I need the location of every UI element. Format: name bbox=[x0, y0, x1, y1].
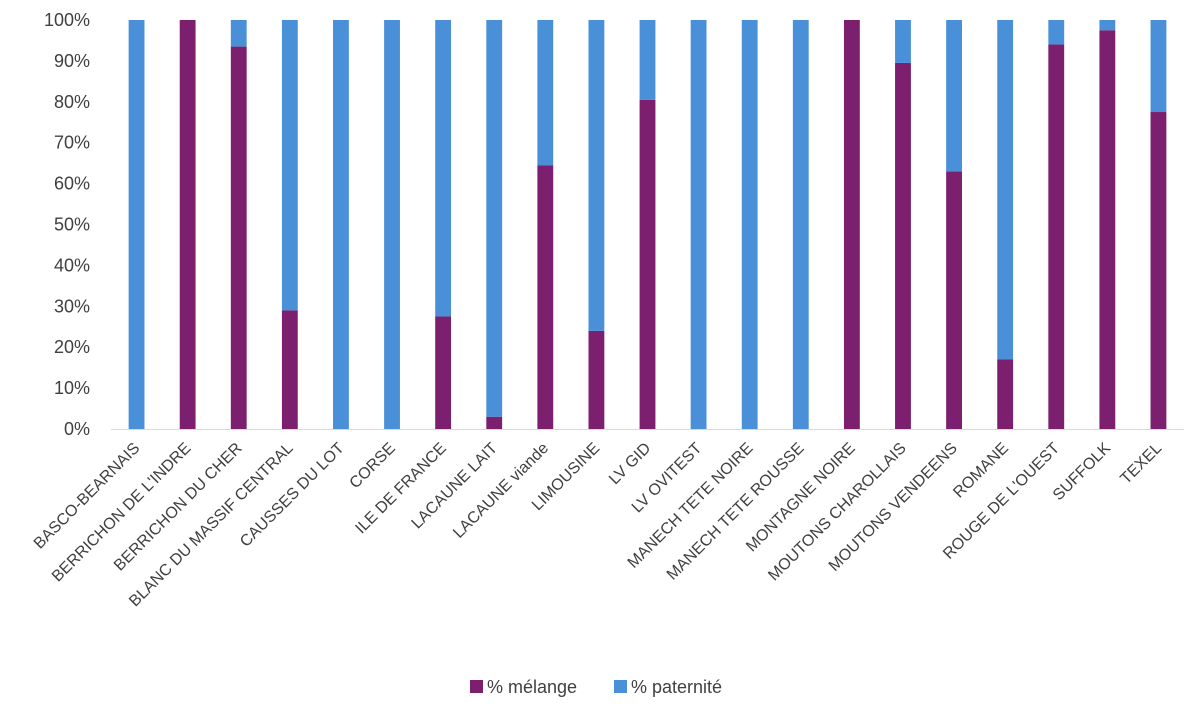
bar-segment-paternite bbox=[230, 20, 247, 47]
bar-segment-melange bbox=[1048, 44, 1065, 429]
y-axis: 0% 10% 20% 30% 40% 50% 60% 70% 80% 90% 100% bbox=[44, 10, 90, 439]
legend-swatch bbox=[470, 680, 483, 693]
bar-segment-melange bbox=[1150, 112, 1167, 430]
y-tick-label: 0% bbox=[64, 419, 90, 439]
bar-segment-melange bbox=[537, 165, 554, 429]
bar-segment-paternite bbox=[997, 20, 1014, 360]
bar-segment-melange bbox=[281, 310, 298, 429]
y-tick-label: 60% bbox=[54, 174, 90, 194]
x-tick-label: CORSE bbox=[347, 440, 399, 492]
y-tick-label: 20% bbox=[54, 337, 90, 357]
bar-segment-melange bbox=[639, 99, 656, 429]
bar-segment-melange bbox=[486, 416, 503, 429]
bar-segment-paternite bbox=[486, 20, 503, 417]
bar-segment-melange bbox=[843, 20, 860, 429]
x-tick-label: TEXEL bbox=[1117, 440, 1165, 488]
bar-segment-paternite bbox=[946, 20, 962, 172]
bar-segment-paternite bbox=[1150, 20, 1167, 113]
y-tick-label: 70% bbox=[54, 133, 90, 153]
y-tick-label: 90% bbox=[54, 51, 90, 71]
bar-segment-paternite bbox=[435, 20, 452, 317]
legend-label: % paternité bbox=[631, 677, 722, 697]
x-tick-label: ILE DE FRANCE bbox=[352, 440, 450, 538]
y-tick-label: 80% bbox=[54, 92, 90, 112]
bar-segment-melange bbox=[1099, 30, 1116, 429]
bar-segment-paternite bbox=[281, 20, 298, 311]
legend-swatch bbox=[614, 680, 627, 693]
bar-segment-paternite bbox=[537, 20, 554, 166]
legend: % mélange % paternité bbox=[470, 677, 722, 697]
bar-segment-paternite bbox=[741, 20, 758, 429]
x-tick-label: LACAUNE LAIT bbox=[409, 440, 502, 533]
x-tick-label: CAUSSES DU LOT bbox=[237, 440, 348, 551]
bar-segment-paternite bbox=[639, 20, 656, 100]
bar-segment-paternite bbox=[1048, 20, 1065, 45]
bar-segment-paternite bbox=[128, 20, 145, 429]
legend-label: % mélange bbox=[487, 677, 577, 697]
bar-segment-paternite bbox=[792, 20, 809, 429]
y-tick-label: 30% bbox=[54, 296, 90, 316]
y-tick-label: 50% bbox=[54, 215, 90, 235]
bar-segment-melange bbox=[997, 359, 1014, 429]
bar-segment-melange bbox=[230, 46, 247, 430]
x-tick-label: LV GID bbox=[606, 440, 654, 488]
bars bbox=[128, 20, 1167, 430]
x-tick-label: LACAUNE viande bbox=[450, 440, 552, 542]
bar-segment-paternite bbox=[1099, 20, 1116, 31]
y-tick-label: 100% bbox=[44, 10, 90, 30]
y-tick-label: 40% bbox=[54, 255, 90, 275]
bar-segment-melange bbox=[895, 62, 911, 429]
bar-segment-paternite bbox=[384, 20, 400, 429]
y-tick-label: 10% bbox=[54, 378, 90, 398]
bar-segment-melange bbox=[946, 171, 962, 429]
bar-segment-melange bbox=[588, 330, 605, 429]
bar-segment-paternite bbox=[333, 20, 349, 429]
bar-segment-paternite bbox=[895, 20, 911, 63]
bar-segment-paternite bbox=[690, 20, 707, 429]
bar-segment-melange bbox=[435, 316, 452, 429]
bar-segment-paternite bbox=[588, 20, 605, 331]
bar-segment-melange bbox=[179, 20, 196, 429]
